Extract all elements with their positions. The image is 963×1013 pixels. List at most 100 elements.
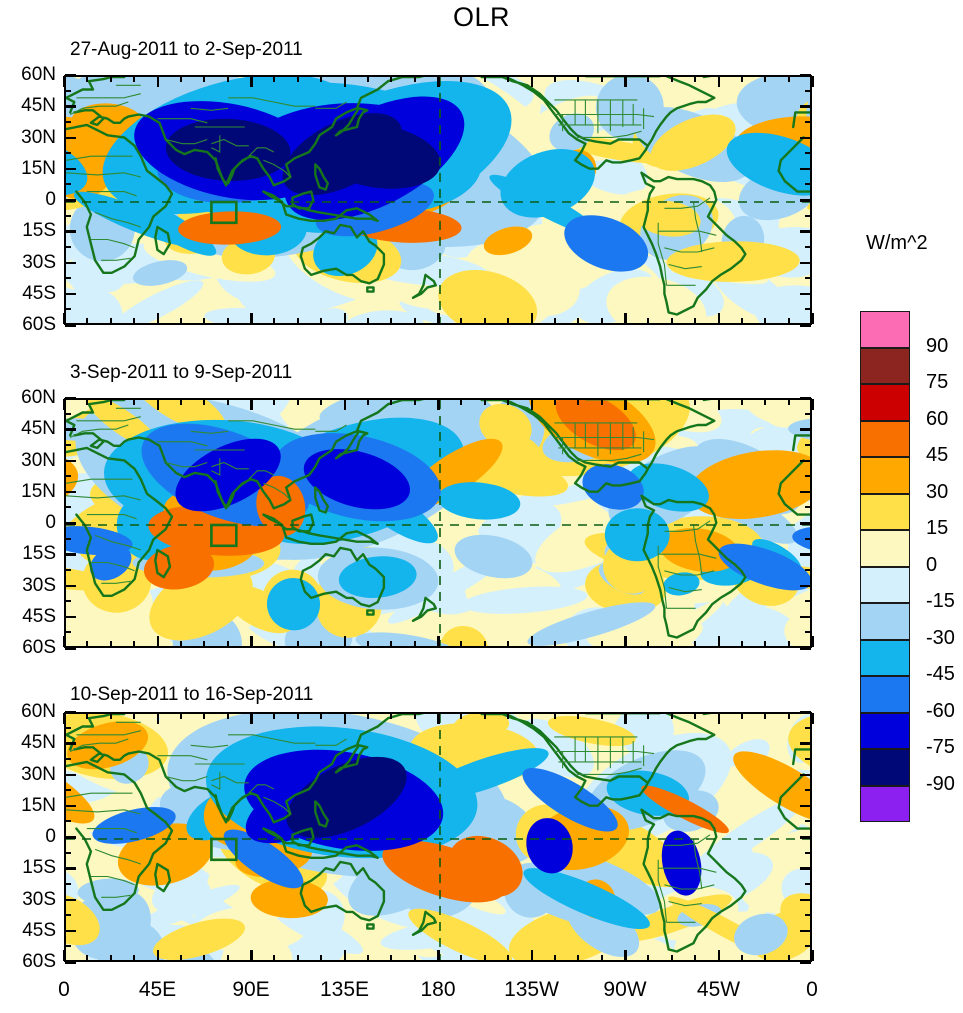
lon-minor-tick: [273, 641, 276, 647]
lon-tick-mark: [63, 313, 66, 324]
lon-tick-mark: [250, 713, 253, 724]
lon-minor-tick: [226, 76, 229, 82]
lat-tick-label: 45S: [22, 605, 56, 627]
lon-minor-tick: [320, 713, 323, 719]
lat-tick-label: 60N: [21, 64, 56, 85]
lat-tick-mark: [65, 324, 76, 327]
lat-tick-label: 30S: [22, 251, 56, 273]
lon-minor-tick: [577, 399, 580, 405]
colorbar-band: [860, 639, 910, 676]
panel-title-2: 3-Sep-2011 to 9-Sep-2011: [70, 362, 293, 383]
lon-minor-tick: [600, 399, 603, 405]
map-panel-3[interactable]: [64, 712, 812, 962]
lat-minor-tick: [805, 851, 811, 854]
lon-minor-tick: [600, 76, 603, 82]
lat-tick-mark: [800, 490, 811, 494]
lon-minor-tick: [86, 713, 89, 719]
lon-minor-tick: [507, 955, 510, 961]
lat-tick-mark: [800, 459, 811, 462]
lon-tick-mark: [250, 76, 253, 87]
colorbar-band: [860, 676, 910, 713]
lon-tick-mark: [437, 313, 440, 324]
lon-minor-tick: [553, 318, 556, 324]
lon-minor-tick: [694, 641, 697, 647]
lon-minor-tick: [577, 318, 580, 324]
lon-tick-mark: [717, 313, 720, 324]
lat-tick-label: 60S: [22, 637, 56, 658]
lat-minor-tick: [805, 600, 811, 603]
lon-tick-label: 180: [420, 978, 456, 1001]
lon-tick-mark: [717, 399, 720, 410]
lon-tick-mark: [717, 76, 720, 87]
lat-tick-mark: [65, 261, 76, 264]
lon-minor-tick: [133, 955, 136, 961]
colorbar[interactable]: [860, 311, 910, 822]
lon-minor-tick: [413, 955, 416, 961]
lat-tick-mark: [800, 105, 811, 108]
lat-tick-mark: [65, 136, 76, 139]
lon-tick-mark: [156, 713, 159, 724]
lon-tick-mark: [343, 950, 346, 961]
map-panel-1[interactable]: [64, 75, 812, 325]
lon-minor-tick: [577, 641, 580, 647]
lon-minor-tick: [694, 399, 697, 405]
lon-tick-mark: [156, 313, 159, 324]
lon-tick-label: 45E: [138, 978, 177, 1001]
colorbar-tick-label: 45: [926, 444, 949, 466]
lat-tick-mark: [65, 490, 76, 494]
lon-tick-mark: [811, 313, 814, 324]
colorbar-band: [860, 785, 910, 822]
lon-minor-tick: [179, 955, 182, 961]
lon-minor-tick: [366, 955, 369, 961]
lon-minor-tick: [390, 76, 393, 82]
lon-minor-tick: [296, 318, 299, 324]
lon-minor-tick: [600, 713, 603, 719]
colorbar-tick-label: -60: [926, 699, 955, 722]
lat-tick-mark: [800, 167, 811, 171]
lat-tick-label: 30N: [21, 763, 56, 785]
lon-tick-mark: [624, 313, 627, 324]
lon-minor-tick: [764, 955, 767, 961]
lat-tick-label: 60S: [22, 951, 56, 972]
lon-tick-label: 90W: [603, 978, 647, 1001]
lon-minor-tick: [203, 318, 206, 324]
lon-minor-tick: [133, 76, 136, 82]
lat-tick-mark: [65, 105, 76, 108]
lat-tick-mark: [800, 836, 811, 839]
lon-tick-mark: [343, 713, 346, 724]
lat-minor-tick: [65, 600, 71, 603]
lon-tick-mark: [156, 399, 159, 410]
colorbar-band: [860, 311, 910, 348]
lon-minor-tick: [413, 399, 416, 405]
map-panel-2[interactable]: [64, 398, 812, 648]
lon-tick-mark: [811, 399, 814, 410]
lat-minor-tick: [805, 914, 811, 917]
colorbar-tick-label: 60: [926, 407, 949, 430]
lon-minor-tick: [86, 76, 89, 82]
lon-tick-mark: [624, 76, 627, 87]
lon-minor-tick: [203, 955, 206, 961]
lon-tick-mark: [530, 950, 533, 961]
lat-minor-tick: [805, 726, 811, 729]
lon-minor-tick: [320, 318, 323, 324]
lon-tick-mark: [343, 636, 346, 647]
lat-tick-mark: [800, 428, 811, 431]
lon-tick-label: 0: [806, 978, 818, 1001]
lon-minor-tick: [483, 955, 486, 961]
lon-minor-tick: [507, 399, 510, 405]
lon-tick-mark: [530, 313, 533, 324]
lon-minor-tick: [670, 713, 673, 719]
lat-minor-tick: [805, 412, 811, 415]
lat-tick-mark: [800, 324, 811, 327]
lon-minor-tick: [179, 641, 182, 647]
lon-minor-tick: [133, 641, 136, 647]
lat-tick-mark: [65, 199, 76, 202]
lat-tick-mark: [800, 553, 811, 556]
lon-minor-tick: [86, 641, 89, 647]
lon-minor-tick: [390, 318, 393, 324]
lon-minor-tick: [390, 955, 393, 961]
lon-minor-tick: [740, 399, 743, 405]
lon-minor-tick: [366, 399, 369, 405]
lon-minor-tick: [109, 399, 112, 405]
